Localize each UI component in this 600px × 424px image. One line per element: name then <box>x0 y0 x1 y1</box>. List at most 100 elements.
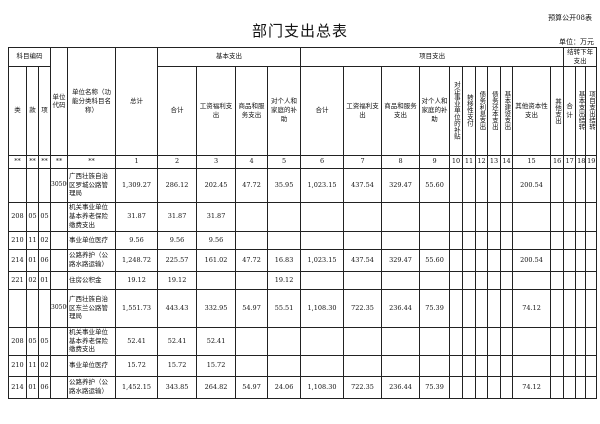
subject-code-cell <box>26 167 39 203</box>
index-cell: 2 <box>157 154 198 169</box>
index-cell: 14 <box>500 154 514 169</box>
table-row: 305008010005广西壮族自治区罗城公路管理局1,309.27286.12… <box>8 167 598 203</box>
amount-cell <box>487 288 502 328</box>
xiang-header: 项 <box>37 65 52 156</box>
amount-cell <box>500 201 514 232</box>
amount-cell <box>563 201 577 232</box>
subject-code-cell: 06 <box>37 248 52 272</box>
unit-code-cell: 305008010006 <box>50 288 69 328</box>
amount-cell <box>475 354 489 377</box>
amount-cell <box>300 230 345 250</box>
amount-cell <box>196 270 237 290</box>
amount-cell: 722.35 <box>343 288 383 328</box>
amount-cell <box>563 270 577 290</box>
amount-cell <box>585 248 598 272</box>
index-cell: 17 <box>563 154 577 169</box>
amount-cell: 329.47 <box>381 248 421 272</box>
subject-code-cell: 11 <box>26 354 39 377</box>
amount-cell: 286.12 <box>157 167 198 203</box>
index-cell: 18 <box>575 154 587 169</box>
amount-cell <box>550 326 565 356</box>
amount-cell <box>512 326 552 356</box>
amount-cell <box>462 201 477 232</box>
amount-cell <box>550 201 565 232</box>
project-col-header: 其他资本性支出 <box>512 65 552 156</box>
amount-cell <box>512 270 552 290</box>
amount-cell <box>500 288 514 328</box>
unit-label: 单位：万元 <box>559 38 594 46</box>
subject-code-cell: 01 <box>26 248 39 272</box>
amount-cell <box>235 354 269 377</box>
carry-col-header: 基本支出结转 <box>575 65 587 156</box>
index-cell: ** <box>50 154 69 169</box>
project-col-header: 对企事业单位的补贴 <box>449 65 464 156</box>
amount-cell <box>585 375 598 399</box>
amount-cell: 1,309.27 <box>115 167 159 203</box>
amount-cell: 1,023.15 <box>300 248 345 272</box>
amount-cell: 1,108.30 <box>300 375 345 399</box>
amount-cell <box>550 248 565 272</box>
amount-cell <box>563 375 577 399</box>
amount-cell <box>462 354 477 377</box>
kuan-header: 款 <box>26 65 39 156</box>
amount-cell <box>500 248 514 272</box>
amount-cell: 31.87 <box>157 201 198 232</box>
amount-cell <box>475 288 489 328</box>
index-cell: 12 <box>475 154 489 169</box>
amount-cell <box>487 201 502 232</box>
amount-cell: 343.85 <box>157 375 198 399</box>
amount-cell <box>563 248 577 272</box>
amount-cell <box>343 326 383 356</box>
basic-col-header: 合计 <box>157 65 198 156</box>
amount-cell: 55.60 <box>419 167 451 203</box>
unit-name-cell: 机关事业单位基本养老保险缴费支出 <box>67 326 117 356</box>
amount-cell: 19.12 <box>115 270 159 290</box>
amount-cell <box>449 270 464 290</box>
unit-name-cell: 事业单位医疗 <box>67 354 117 377</box>
amount-cell <box>419 270 451 290</box>
amount-cell <box>512 201 552 232</box>
amount-cell: 35.95 <box>267 167 302 203</box>
unit-name-cell: 广西壮族自治区罗城公路管理局 <box>67 167 117 203</box>
amount-cell <box>500 375 514 399</box>
amount-cell: 19.12 <box>157 270 198 290</box>
amount-cell <box>449 288 464 328</box>
subject-code-cell: 05 <box>37 326 52 356</box>
amount-cell: 9.56 <box>196 230 237 250</box>
amount-cell <box>475 248 489 272</box>
amount-cell <box>300 201 345 232</box>
expenditure-table: 科目编码 单位代码 单位名称（功能分类科目名称） 总计 基本支出 项目支出 结转… <box>7 47 598 399</box>
index-cell: 15 <box>512 154 552 169</box>
unit-code-cell <box>50 326 69 356</box>
unit-name-cell: 住房公积金 <box>67 270 117 290</box>
amount-cell: 1,551.73 <box>115 288 159 328</box>
amount-cell <box>235 201 269 232</box>
subject-code-cell <box>37 167 52 203</box>
subject-code-cell: 210 <box>8 230 27 250</box>
subject-code-cell: 214 <box>8 375 27 399</box>
page-title: 部门支出总表 <box>251 22 348 40</box>
project-col-header: 基本建设支出 <box>500 65 514 156</box>
amount-cell <box>563 288 577 328</box>
amount-cell: 236.44 <box>381 288 421 328</box>
unit-name-cell: 事业单位医疗 <box>67 230 117 250</box>
amount-cell <box>563 167 577 203</box>
unit-name-cell: 公路养护（公路水路运输） <box>67 375 117 399</box>
table-row: 221 02 01 住房公积金 19.12 19.12 19.12 <box>8 270 598 290</box>
amount-cell <box>550 354 565 377</box>
amount-cell <box>462 167 477 203</box>
amount-cell <box>475 270 489 290</box>
index-cell: 11 <box>462 154 477 169</box>
amount-cell: 329.47 <box>381 167 421 203</box>
amount-cell <box>381 270 421 290</box>
amount-cell <box>585 288 598 328</box>
table-row: 305008010006广西壮族自治区东兰公路管理局1,551.73443.43… <box>8 288 598 328</box>
amount-cell: 75.39 <box>419 288 451 328</box>
subject-code-cell: 06 <box>37 375 52 399</box>
amount-cell <box>475 326 489 356</box>
amount-cell <box>449 354 464 377</box>
index-cell: ** <box>67 154 117 169</box>
amount-cell: 200.54 <box>512 248 552 272</box>
amount-cell <box>235 270 269 290</box>
subject-code-cell <box>8 167 27 203</box>
